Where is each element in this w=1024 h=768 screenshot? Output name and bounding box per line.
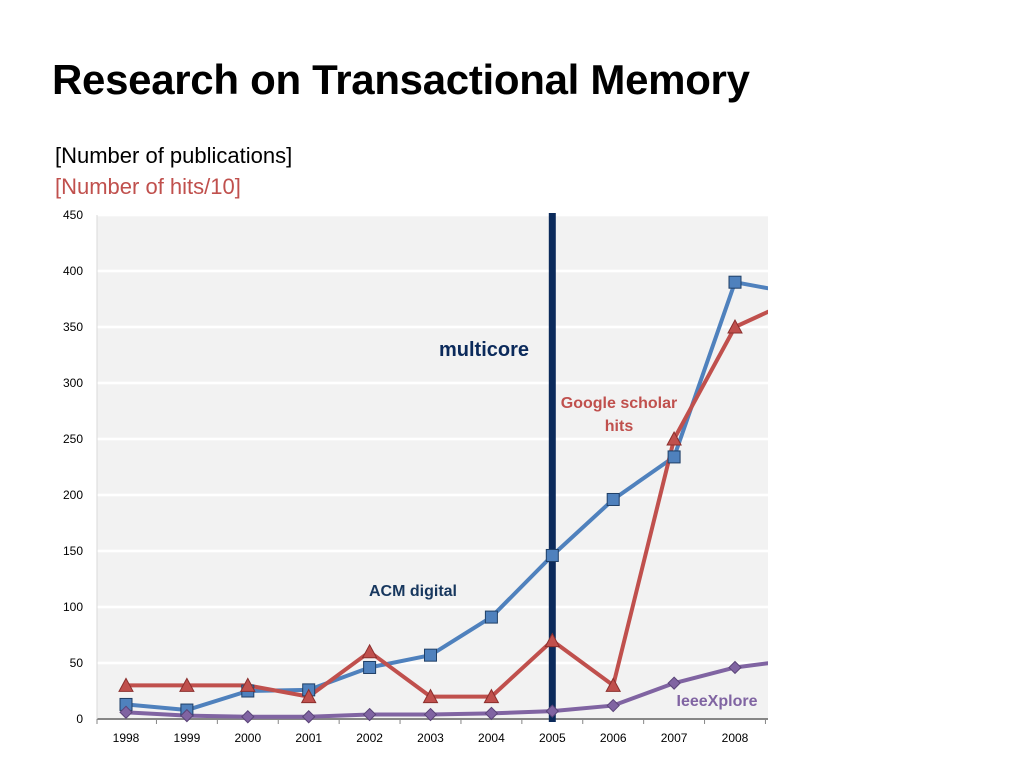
y-tick-label: 450	[63, 208, 83, 222]
google-scholar-point	[544, 632, 561, 648]
acm-digital-label: ACM digital	[369, 583, 457, 600]
x-tick-label: 2006	[600, 731, 627, 745]
x-tick-label: 2004	[478, 731, 505, 745]
y-tick-label: 200	[63, 488, 83, 502]
google-scholar-series-line	[126, 309, 768, 699]
ieeexplore-point	[484, 706, 499, 721]
ieeexplore-series-line	[125, 661, 768, 719]
x-tick-label: 2000	[234, 731, 261, 745]
y-tick-label: 350	[63, 320, 83, 334]
plot-area	[97, 215, 768, 719]
ieeexplore-point	[606, 698, 620, 713]
subtitle-publications: [Number of publications]	[55, 143, 293, 168]
google-scholar-point	[118, 677, 134, 692]
google-scholar-label-line2: hits	[605, 418, 634, 435]
x-tick-label: 2005	[539, 731, 566, 745]
subtitle-hits: [Number of hits/10]	[55, 174, 241, 199]
multicore-label: multicore	[439, 339, 529, 361]
x-tick-label: 1999	[174, 731, 201, 745]
y-tick-label: 50	[70, 656, 84, 670]
ieeexplore-point	[728, 660, 742, 675]
y-tick-label: 0	[76, 712, 83, 726]
google-scholar-point	[483, 688, 500, 704]
ieeexplore-point	[241, 710, 255, 724]
acm-digital-point	[484, 610, 498, 624]
ieeexplore-point	[362, 707, 377, 722]
google-scholar-label-line1: Google scholar	[561, 395, 677, 412]
google-scholar-point	[727, 318, 743, 334]
x-tick-label: 2003	[417, 731, 444, 745]
ieeexplore-point	[667, 676, 681, 690]
google-scholar-point	[300, 688, 317, 704]
ieeexplore-label: IeeeXplore	[677, 693, 758, 710]
google-scholar-point	[605, 677, 622, 692]
acm-digital-point	[545, 548, 559, 562]
slide-title: Research on Transactional Memory	[52, 56, 750, 103]
x-tick-label: 2001	[295, 731, 322, 745]
x-tick-label: 2007	[661, 731, 688, 745]
x-tick-label: 1998	[113, 731, 140, 745]
x-tick-label: 2002	[356, 731, 383, 745]
ieeexplore-point	[545, 704, 560, 718]
google-scholar-point	[666, 430, 682, 446]
x-tick-label: 2008	[722, 731, 749, 745]
y-tick-label: 300	[63, 376, 83, 390]
y-tick-label: 150	[63, 544, 83, 558]
ieeexplore-point	[301, 710, 316, 724]
y-tick-label: 100	[63, 600, 83, 614]
ieeexplore-point	[180, 708, 194, 723]
ieeexplore-point	[119, 705, 133, 719]
acm-digital-point	[728, 275, 742, 289]
google-scholar-point	[361, 643, 378, 659]
y-tick-label: 400	[63, 264, 83, 278]
google-scholar-point	[422, 688, 439, 704]
acm-digital-point	[424, 648, 437, 662]
acm-digital-point	[667, 450, 681, 464]
google-scholar-point	[179, 677, 195, 692]
acm-digital-series-line	[125, 280, 768, 713]
ieeexplore-point	[423, 707, 438, 722]
y-tick-label: 250	[63, 432, 83, 446]
google-scholar-point	[239, 677, 256, 692]
acm-digital-point	[606, 492, 620, 506]
acm-digital-point	[363, 660, 377, 674]
